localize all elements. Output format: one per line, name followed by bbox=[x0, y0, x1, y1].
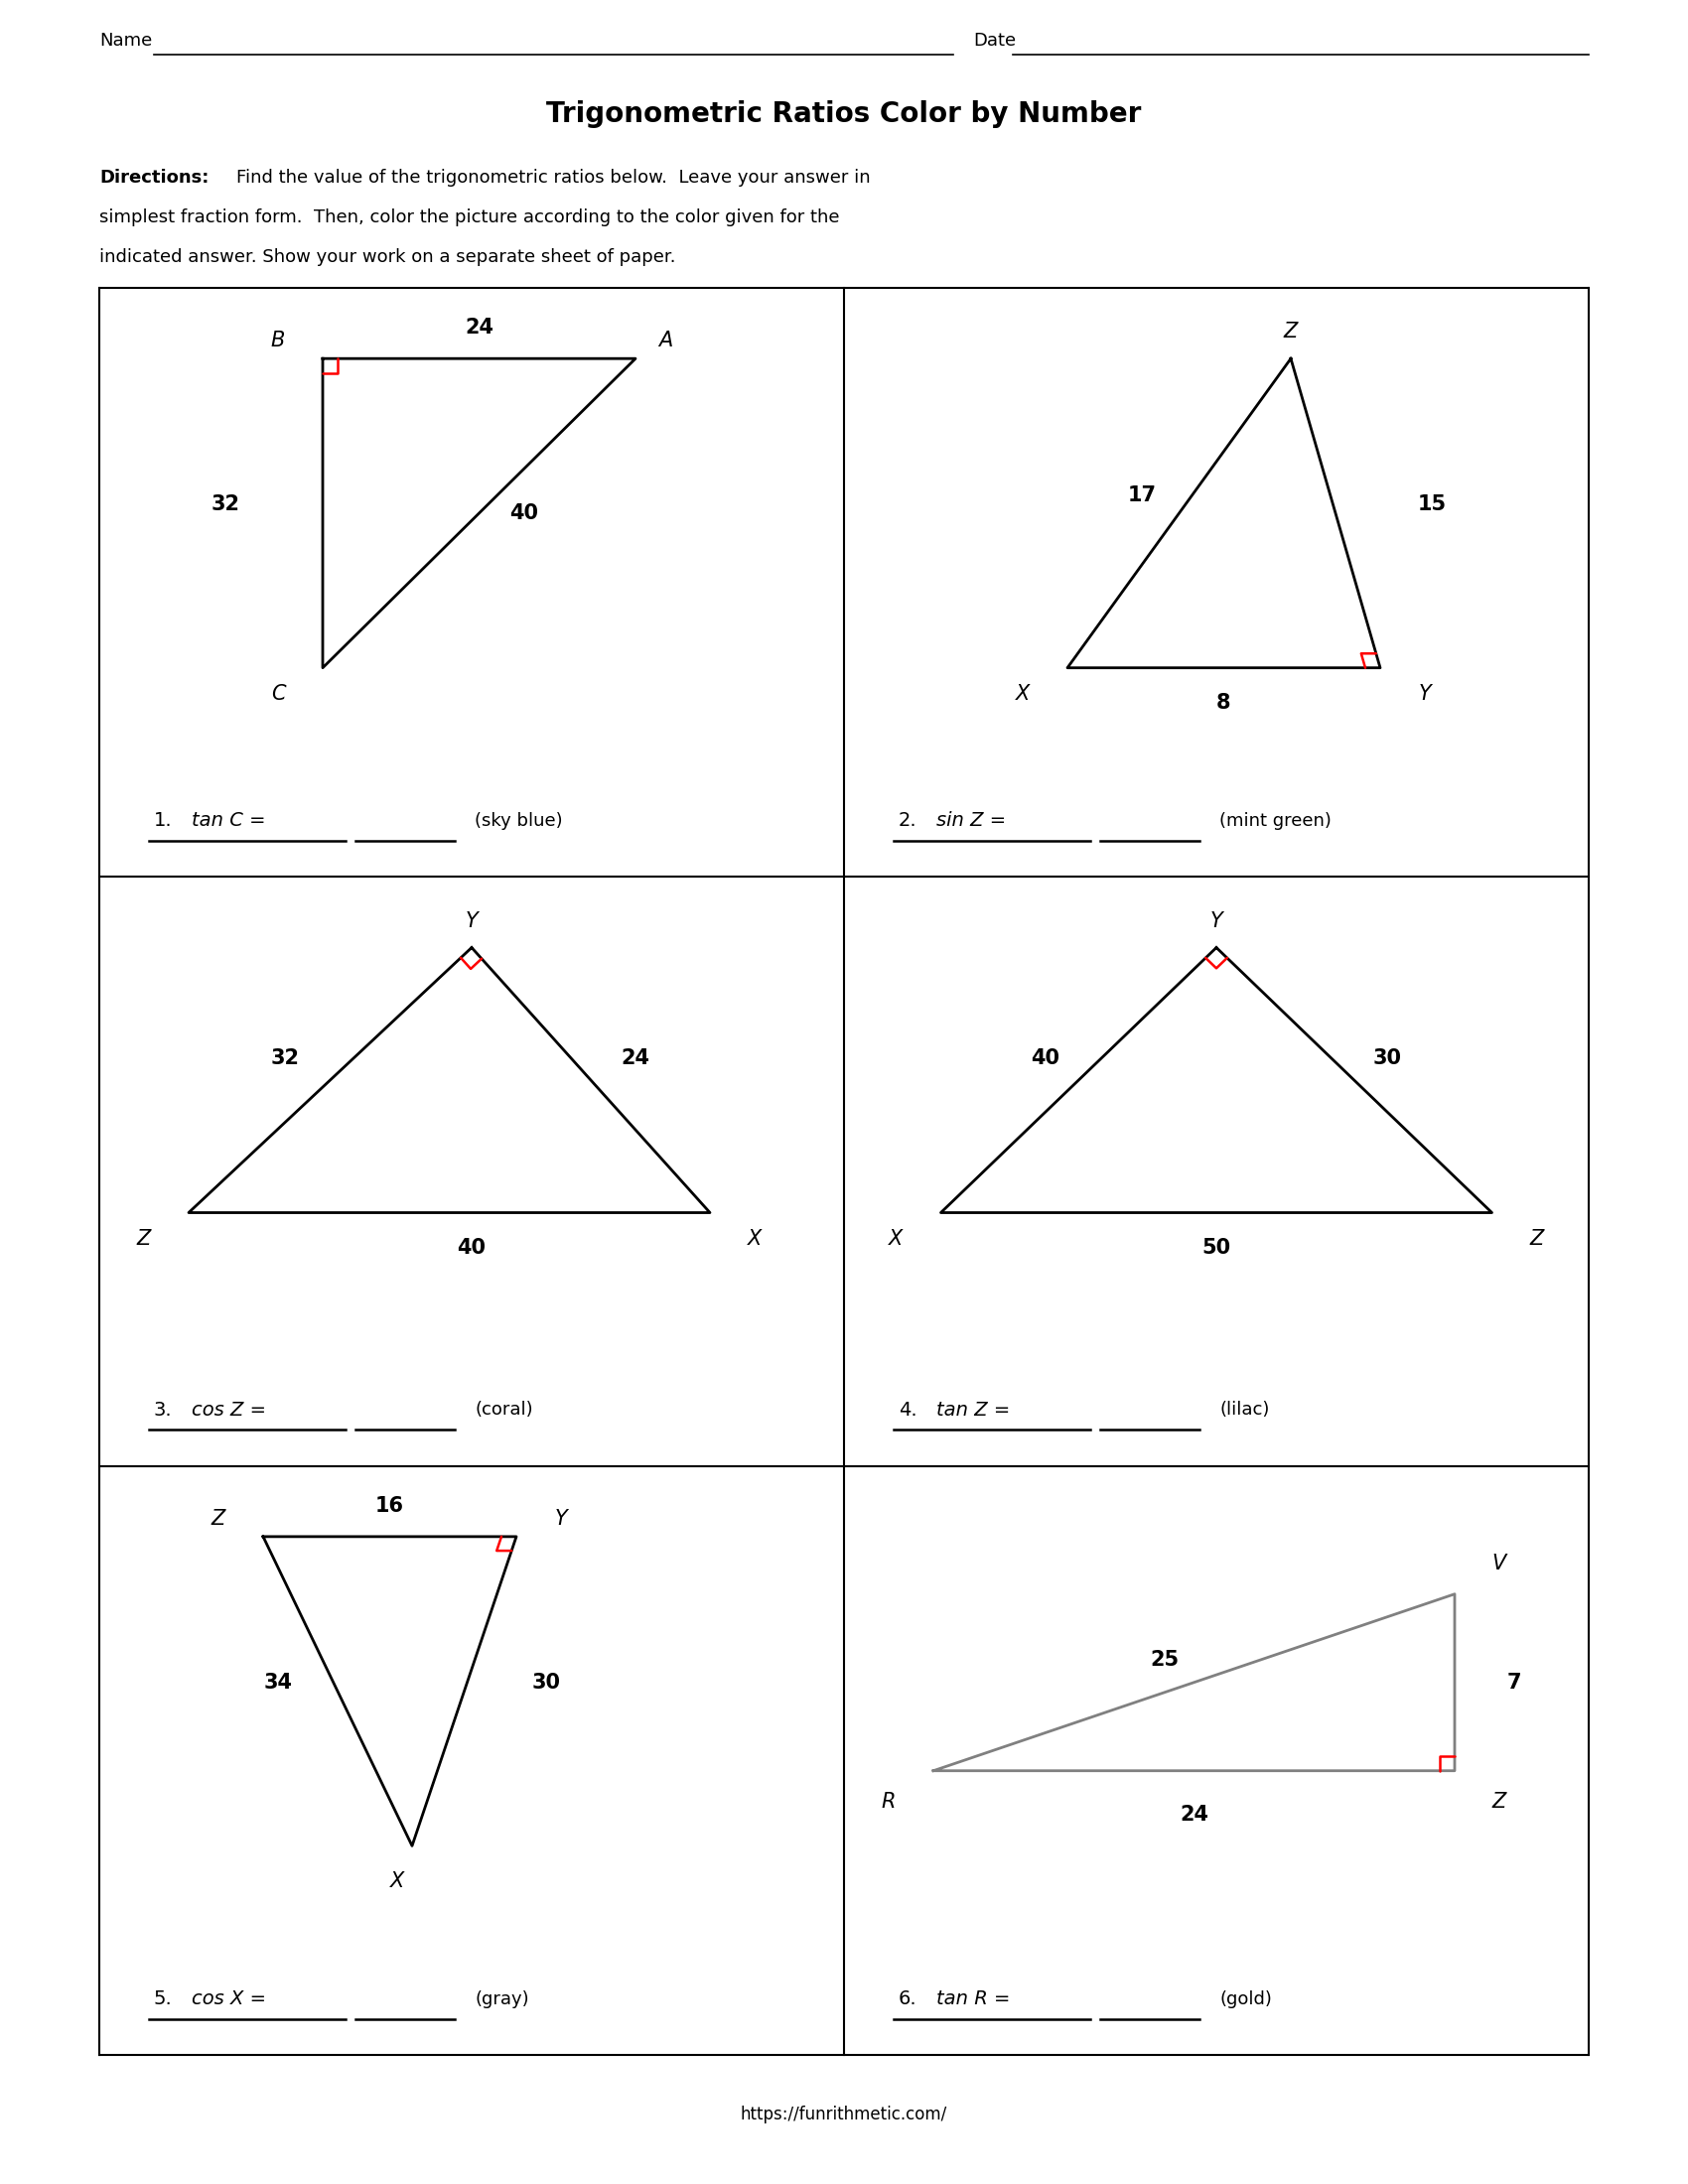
Text: X: X bbox=[390, 1872, 403, 1891]
Text: 30: 30 bbox=[532, 1673, 560, 1693]
Text: 16: 16 bbox=[375, 1496, 403, 1516]
Text: 32: 32 bbox=[211, 494, 240, 513]
Text: 4.: 4. bbox=[898, 1400, 917, 1420]
Text: 17: 17 bbox=[1128, 485, 1156, 505]
Text: (sky blue): (sky blue) bbox=[474, 812, 562, 830]
Text: cos Z =: cos Z = bbox=[192, 1400, 267, 1420]
Text: Z: Z bbox=[1529, 1230, 1543, 1249]
Text: Directions:: Directions: bbox=[100, 168, 209, 186]
Text: Z: Z bbox=[211, 1509, 226, 1529]
Text: Z: Z bbox=[1285, 321, 1298, 343]
Text: C: C bbox=[270, 684, 285, 703]
Text: Y: Y bbox=[1418, 684, 1431, 703]
Text: 1.: 1. bbox=[154, 812, 172, 830]
Text: sin Z =: sin Z = bbox=[937, 812, 1006, 830]
Text: (gray): (gray) bbox=[474, 1990, 528, 2007]
Text: simplest fraction form.  Then, color the picture according to the color given fo: simplest fraction form. Then, color the … bbox=[100, 207, 839, 227]
Text: 2.: 2. bbox=[898, 812, 917, 830]
Text: Name: Name bbox=[100, 33, 152, 50]
Text: 25: 25 bbox=[1150, 1651, 1178, 1671]
Text: cos X =: cos X = bbox=[192, 1990, 267, 2009]
Text: 3.: 3. bbox=[154, 1400, 172, 1420]
Text: https://funrithmetic.com/: https://funrithmetic.com/ bbox=[741, 2105, 947, 2123]
Text: Z: Z bbox=[1492, 1791, 1506, 1811]
Text: R: R bbox=[881, 1791, 896, 1811]
Text: 24: 24 bbox=[621, 1048, 650, 1068]
Text: tan Z =: tan Z = bbox=[937, 1400, 1009, 1420]
Text: 15: 15 bbox=[1418, 494, 1447, 513]
Text: 40: 40 bbox=[1031, 1048, 1060, 1068]
Text: Find the value of the trigonometric ratios below.  Leave your answer in: Find the value of the trigonometric rati… bbox=[236, 168, 871, 186]
Text: (lilac): (lilac) bbox=[1219, 1402, 1269, 1420]
Text: tan R =: tan R = bbox=[937, 1990, 1009, 2009]
Text: 30: 30 bbox=[1374, 1048, 1403, 1068]
Text: 40: 40 bbox=[457, 1238, 486, 1258]
Text: Trigonometric Ratios Color by Number: Trigonometric Ratios Color by Number bbox=[547, 100, 1141, 129]
Text: Y: Y bbox=[555, 1509, 567, 1529]
Text: 5.: 5. bbox=[154, 1990, 172, 2009]
Text: 24: 24 bbox=[464, 317, 493, 339]
Text: 40: 40 bbox=[510, 502, 538, 524]
Text: B: B bbox=[270, 332, 285, 352]
Text: 7: 7 bbox=[1507, 1673, 1521, 1693]
Text: X: X bbox=[1016, 684, 1030, 703]
Text: 24: 24 bbox=[1180, 1804, 1209, 1826]
Text: indicated answer. Show your work on a separate sheet of paper.: indicated answer. Show your work on a se… bbox=[100, 249, 675, 266]
Text: X: X bbox=[890, 1230, 903, 1249]
Text: tan C =: tan C = bbox=[192, 812, 265, 830]
Text: 6.: 6. bbox=[898, 1990, 917, 2009]
Text: 8: 8 bbox=[1217, 692, 1231, 712]
Text: V: V bbox=[1492, 1553, 1506, 1572]
Text: (mint green): (mint green) bbox=[1219, 812, 1332, 830]
Text: Y: Y bbox=[1210, 911, 1222, 930]
Text: Y: Y bbox=[466, 911, 478, 930]
Text: (coral): (coral) bbox=[474, 1402, 533, 1420]
Text: X: X bbox=[748, 1230, 761, 1249]
Text: Z: Z bbox=[137, 1230, 150, 1249]
Text: A: A bbox=[658, 332, 672, 352]
Text: 34: 34 bbox=[263, 1673, 292, 1693]
Text: 50: 50 bbox=[1202, 1238, 1231, 1258]
Text: (gold): (gold) bbox=[1219, 1990, 1271, 2007]
Text: 32: 32 bbox=[272, 1048, 300, 1068]
Text: Date: Date bbox=[972, 33, 1016, 50]
